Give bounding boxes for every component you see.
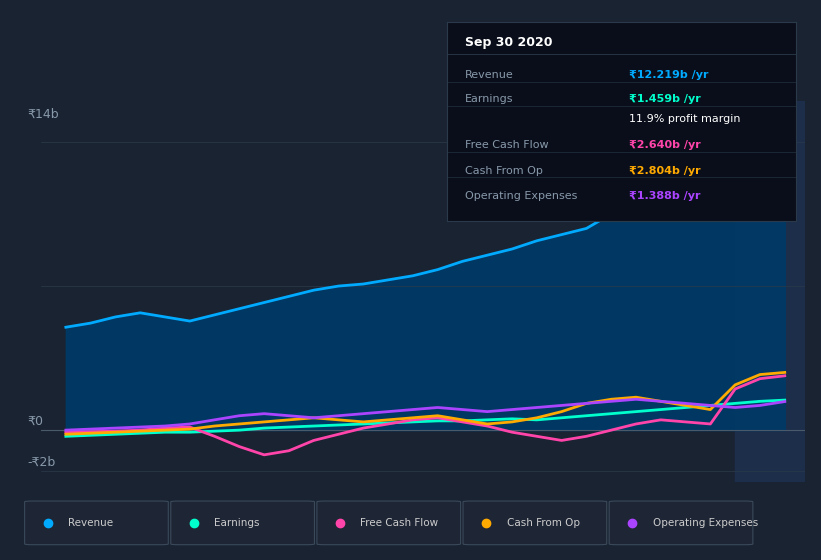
Text: ₹2.640b /yr: ₹2.640b /yr: [629, 139, 700, 150]
Text: ₹0: ₹0: [27, 414, 43, 428]
Text: Cash From Op: Cash From Op: [465, 166, 543, 175]
Text: Free Cash Flow: Free Cash Flow: [360, 518, 438, 528]
Text: Operating Expenses: Operating Expenses: [465, 192, 577, 202]
Text: ₹1.459b /yr: ₹1.459b /yr: [629, 94, 700, 104]
FancyBboxPatch shape: [25, 501, 168, 545]
FancyBboxPatch shape: [463, 501, 607, 545]
Text: -₹2b: -₹2b: [27, 455, 55, 469]
Text: 11.9% profit margin: 11.9% profit margin: [629, 114, 741, 124]
Text: Sep 30 2020: Sep 30 2020: [465, 36, 553, 49]
Text: Earnings: Earnings: [465, 94, 513, 104]
Text: Cash From Op: Cash From Op: [507, 518, 580, 528]
Text: Earnings: Earnings: [214, 518, 259, 528]
FancyBboxPatch shape: [171, 501, 314, 545]
Text: Free Cash Flow: Free Cash Flow: [465, 139, 548, 150]
Bar: [735, 101, 810, 482]
FancyBboxPatch shape: [609, 501, 753, 545]
Text: ₹14b: ₹14b: [27, 108, 59, 122]
Text: Operating Expenses: Operating Expenses: [653, 518, 758, 528]
Text: ₹2.804b /yr: ₹2.804b /yr: [629, 166, 700, 175]
Text: ₹1.388b /yr: ₹1.388b /yr: [629, 192, 700, 202]
Text: Revenue: Revenue: [465, 70, 514, 80]
Text: ₹12.219b /yr: ₹12.219b /yr: [629, 70, 709, 80]
FancyBboxPatch shape: [317, 501, 461, 545]
Text: Revenue: Revenue: [68, 518, 113, 528]
